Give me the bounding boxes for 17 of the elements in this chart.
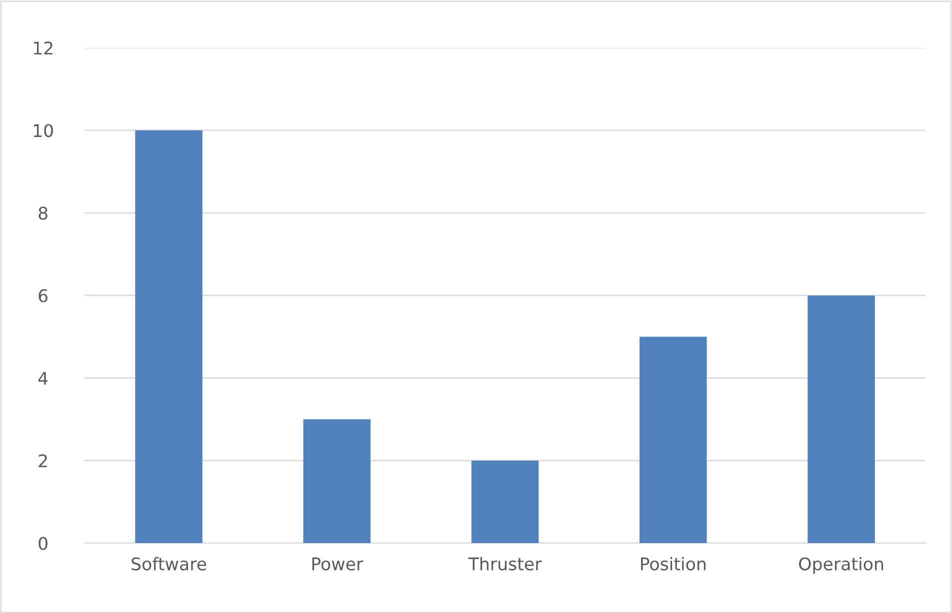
y-tick-label: 2 (38, 454, 47, 468)
y-tick-label: 10 (34, 124, 53, 138)
x-tick-label: Thruster (468, 557, 542, 570)
y-tick-label: 4 (38, 372, 48, 385)
y-tick-label: 12 (34, 42, 52, 54)
bar (471, 460, 539, 544)
y-tick-label: 8 (38, 206, 48, 220)
bar (640, 336, 707, 544)
bar (303, 419, 371, 544)
bar (135, 130, 202, 544)
bar (808, 295, 875, 544)
y-tick-label: 0 (38, 536, 48, 550)
y-tick-label: 6 (38, 289, 48, 302)
x-tick-label: Power (312, 558, 364, 570)
x-tick-label: Software (132, 557, 206, 570)
x-tick-label: Position (641, 557, 706, 570)
x-tick-label: Operation (799, 557, 884, 574)
